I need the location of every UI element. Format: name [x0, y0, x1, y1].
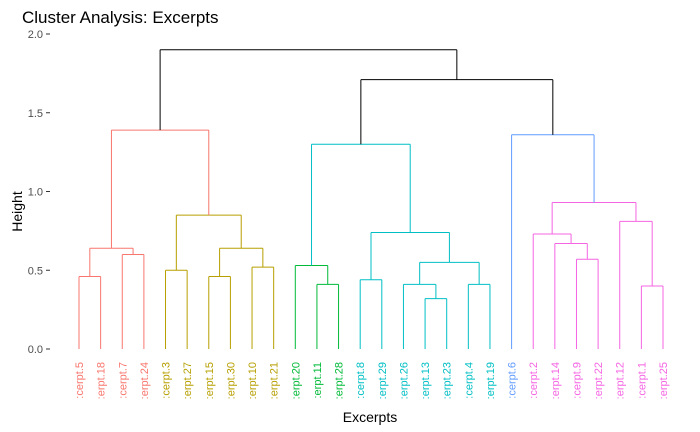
dendrogram-branches — [78, 49, 664, 349]
leaf-label: :erpt.25 — [658, 362, 670, 399]
leaf-label: :erpt.14 — [550, 362, 562, 399]
y-tick-label: 1.0 — [28, 187, 43, 199]
leaf-label: :cerpt.2 — [528, 362, 540, 399]
chart-title: Cluster Analysis: Excerpts — [22, 8, 219, 27]
leaf-label: :cerpt.3 — [161, 362, 173, 399]
leaf-label: :cerpt.4 — [463, 362, 475, 399]
y-axis-title: Height — [9, 191, 25, 232]
leaf-label: :erpt.10 — [247, 362, 259, 399]
leaf-label: :erpt.15 — [204, 362, 216, 399]
leaf-label: :erpt.23 — [442, 362, 454, 399]
y-axis: 0.0 0.5 1.0 1.5 2.0 — [28, 29, 50, 356]
leaf-label: :erpt.13 — [420, 362, 432, 399]
leaf-labels: :cerpt.5 :erpt.18 :cerpt.7 :erpt.24 :cerpt.3… — [74, 362, 670, 399]
leaf-label: :erpt.18 — [96, 362, 108, 399]
y-tick-label: 2.0 — [28, 29, 43, 41]
leaf-label: :erpt.30 — [225, 362, 237, 399]
y-tick-label: 0.0 — [28, 344, 43, 356]
x-axis-title: Excerpts — [343, 409, 397, 425]
y-tick-label: 1.5 — [28, 108, 43, 120]
leaf-label: :erpt.28 — [334, 362, 346, 399]
leaf-label: :erpt.21 — [269, 362, 281, 399]
leaf-label: :cerpt.8 — [355, 362, 367, 399]
leaf-label: :erpt.26 — [398, 362, 410, 399]
leaf-label: :erpt.12 — [615, 362, 627, 399]
leaf-label: :erpt.20 — [290, 362, 302, 399]
leaf-label: :erpt.19 — [485, 362, 497, 399]
leaf-label: :cerpt.6 — [507, 362, 519, 399]
leaf-label: :cerpt.1 — [636, 362, 648, 399]
leaf-label: :erpt.22 — [593, 362, 605, 399]
leaf-label: :cerpt.7 — [117, 362, 129, 399]
leaf-label: :erpt.29 — [377, 362, 389, 399]
leaf-label: :cerpt.9 — [571, 362, 583, 399]
leaf-label: :cerpt.5 — [74, 362, 86, 399]
leaf-label: :erpt.11 — [312, 362, 324, 399]
y-tick-label: 0.5 — [28, 265, 43, 277]
leaf-label: :erpt.27 — [182, 362, 194, 399]
leaf-label: :erpt.24 — [139, 362, 151, 399]
